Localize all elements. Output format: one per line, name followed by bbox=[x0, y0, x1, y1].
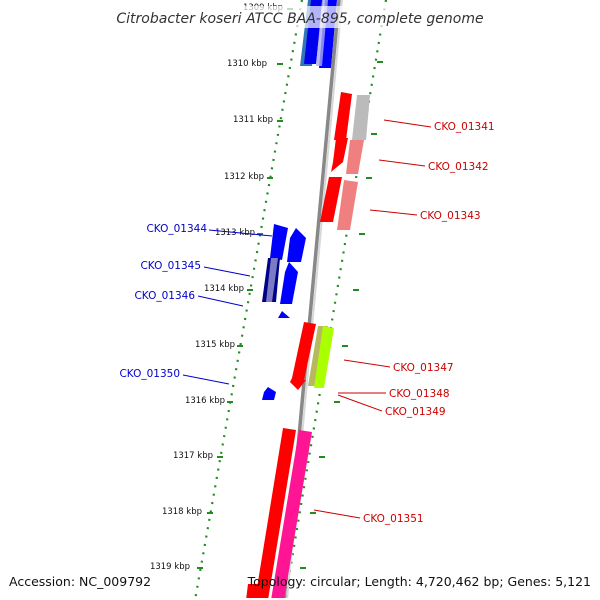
tick-label: 1314 kbp bbox=[204, 284, 244, 294]
gene-labels: CKO_01344 CKO_01345 CKO_01346 CKO_01350 … bbox=[119, 121, 494, 525]
tick-label: 1311 kbp bbox=[233, 115, 273, 125]
genome-summary-text: Topology: circular; Length: 4,720,462 bp… bbox=[247, 574, 591, 589]
gene-reverse bbox=[346, 140, 364, 174]
gene-reverse bbox=[290, 322, 316, 390]
gene-reverse bbox=[314, 326, 334, 388]
gene-label: CKO_01345 bbox=[140, 260, 201, 272]
gene-forward bbox=[262, 387, 276, 400]
tick-label: 1310 kbp bbox=[227, 59, 267, 69]
accession-text: Accession: NC_009792 bbox=[9, 574, 151, 589]
gene-label: CKO_01347 bbox=[393, 362, 454, 374]
leader-line bbox=[337, 394, 383, 412]
map-body: 1309 kbp 1310 kbp 1311 kbp 1312 kbp 1313… bbox=[119, 0, 495, 598]
gene-reverse bbox=[255, 428, 296, 598]
tick-label: 1316 kbp bbox=[185, 396, 225, 406]
gene-reverse bbox=[334, 92, 352, 140]
leader-line bbox=[313, 509, 361, 519]
gene-reverse bbox=[320, 177, 342, 222]
reverse-ticks bbox=[300, 61, 383, 569]
gene-label: CKO_01349 bbox=[385, 406, 446, 418]
gene-label: CKO_01344 bbox=[146, 223, 207, 235]
gene-reverse bbox=[331, 138, 348, 172]
gene-label: CKO_01341 bbox=[434, 121, 495, 133]
gene-reverse bbox=[246, 584, 258, 598]
gene-label: CKO_01350 bbox=[119, 368, 180, 380]
gene-forward bbox=[266, 258, 278, 302]
leader-line bbox=[383, 119, 432, 128]
tick-label: 1318 kbp bbox=[162, 507, 202, 517]
gene-forward bbox=[278, 311, 290, 318]
gene-label: CKO_01343 bbox=[420, 210, 481, 222]
leader-line bbox=[378, 159, 426, 167]
tick-label: 1315 kbp bbox=[195, 340, 235, 350]
leader-line bbox=[369, 209, 418, 216]
tick-label: 1313 kbp bbox=[215, 228, 255, 238]
gene-label: CKO_01346 bbox=[134, 290, 195, 302]
gene-reverse bbox=[271, 430, 312, 598]
tick-label: 1317 kbp bbox=[173, 451, 213, 461]
gene-label: CKO_01351 bbox=[363, 513, 424, 525]
leader-line bbox=[343, 359, 391, 368]
tick-label: 1312 kbp bbox=[224, 172, 264, 182]
leader-lines bbox=[182, 119, 432, 519]
gene-reverse bbox=[337, 180, 358, 230]
gene-label: CKO_01342 bbox=[428, 161, 489, 173]
gene-label: CKO_01348 bbox=[389, 388, 450, 400]
title-backdrop bbox=[112, 6, 488, 28]
leader-line bbox=[208, 229, 273, 237]
tick-label: 1319 kbp bbox=[150, 562, 190, 572]
leader-line bbox=[203, 266, 251, 277]
gene-forward bbox=[287, 228, 306, 262]
gene-reverse bbox=[352, 95, 370, 140]
leader-line bbox=[197, 295, 244, 307]
gene-forward bbox=[280, 262, 298, 304]
gene-forward bbox=[270, 224, 288, 260]
map-title: Citrobacter koseri ATCC BAA-895, complet… bbox=[116, 11, 483, 27]
leader-line bbox=[182, 374, 230, 385]
reverse-genes bbox=[246, 92, 370, 598]
tick-labels: 1309 kbp 1310 kbp 1311 kbp 1312 kbp 1313… bbox=[150, 3, 283, 572]
